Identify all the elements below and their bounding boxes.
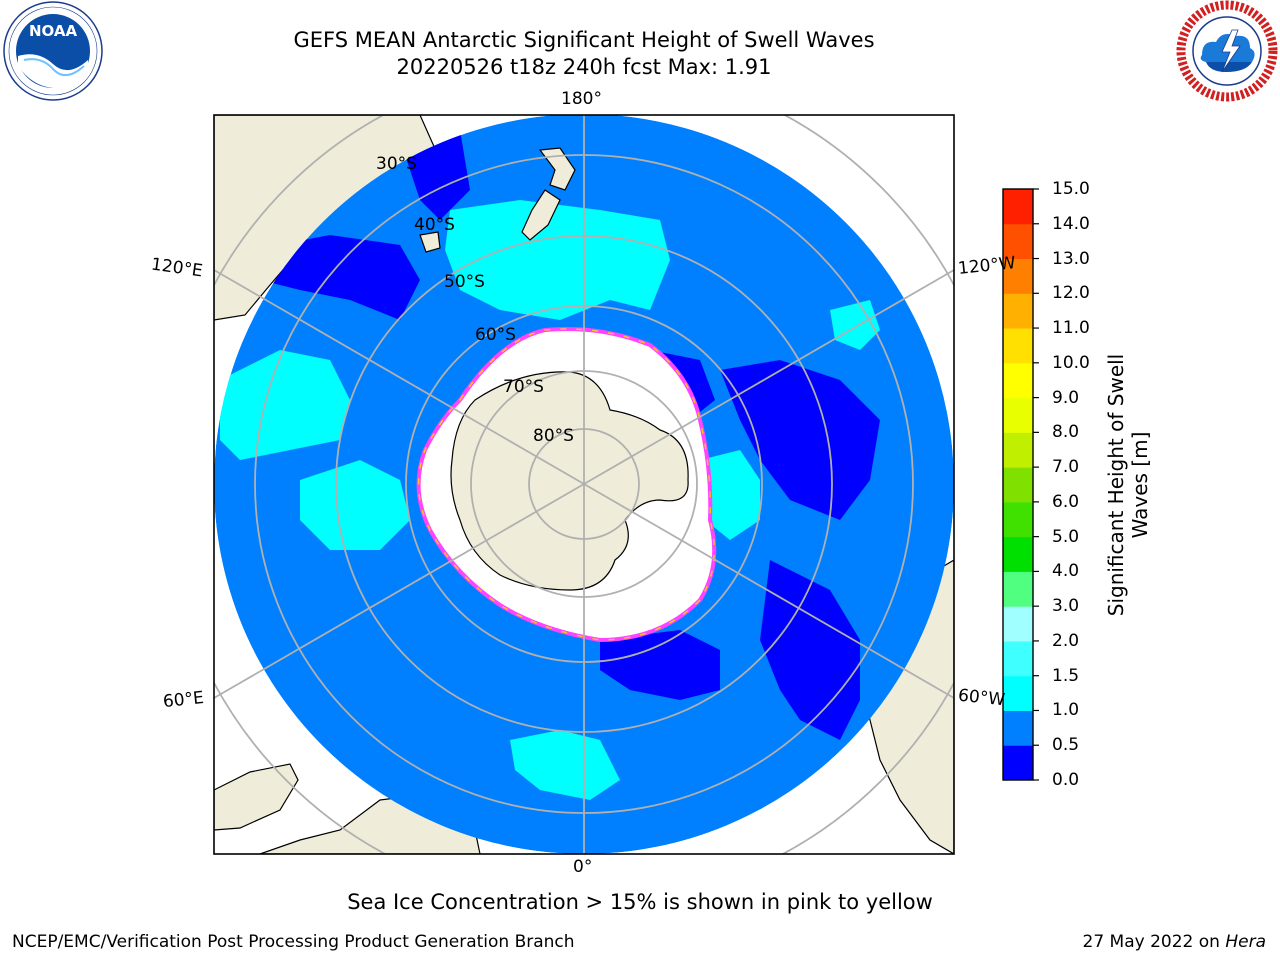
colorbar-tick-label: 14.0	[1052, 213, 1090, 234]
map-frame	[213, 114, 955, 855]
colorbar-frame	[1002, 188, 1034, 781]
colorbar-block	[1003, 223, 1033, 260]
national-weather-service-logo	[1176, 0, 1278, 102]
colorbar-block	[1003, 606, 1033, 642]
graticule	[214, 115, 954, 854]
noaa-logo-text: NOAA	[29, 22, 78, 40]
latitude-labels: 30°S 40°S 50°S 60°S 70°S 80°S	[376, 154, 574, 446]
colorbar-tick-label: 12.0	[1052, 283, 1090, 304]
chart-subtitle: 20220526 t18z 240h fcst Max: 1.91	[396, 55, 772, 79]
colorbar-block	[1003, 710, 1033, 746]
colorbar-block	[1003, 432, 1033, 468]
colorbar-block	[1003, 293, 1033, 329]
colorbar-tick-label: 4.0	[1052, 561, 1080, 582]
islands	[419, 147, 576, 253]
colorbar-tick-label: 3.0	[1052, 596, 1080, 617]
colorbar-tick-label: 9.0	[1052, 387, 1080, 408]
colorbar-block	[1003, 189, 1033, 225]
colorbar	[1003, 189, 1033, 781]
colorbar-tick-label: 10.0	[1052, 352, 1090, 373]
chart-title: GEFS MEAN Antarctic Significant Height o…	[293, 28, 875, 52]
footer-date-text: 27 May 2022 on	[1082, 932, 1220, 952]
colorbar-tick-label: 6.0	[1052, 491, 1080, 512]
colorbar-title-line1: Significant Height of Swell	[1104, 353, 1128, 617]
colorbar-block	[1003, 467, 1033, 503]
lat-label-70s: 70°S	[503, 377, 544, 397]
colorbar-block	[1003, 362, 1033, 399]
footer-host: Hera	[1225, 932, 1266, 952]
colorbar-block	[1003, 675, 1033, 711]
colorbar-block	[1003, 745, 1033, 781]
noaa-logo: NOAA	[3, 1, 103, 101]
colorbar-block	[1003, 328, 1033, 364]
colorbar-tick-label: 5.0	[1052, 526, 1080, 547]
colorbar-tick-label: 1.0	[1052, 700, 1080, 721]
new-zealand-north-island	[538, 147, 576, 191]
colorbar-title-line2: Waves [m]	[1128, 431, 1152, 539]
lat-label-40s: 40°S	[414, 215, 455, 235]
new-zealand-south-island	[521, 189, 561, 241]
colorbar-tick-label: 11.0	[1052, 318, 1090, 339]
colorbar-block	[1003, 397, 1033, 433]
sea-ice-caption: Sea Ice Concentration > 15% is shown in …	[347, 890, 933, 914]
colorbar-tick-label: 1.5	[1052, 665, 1080, 686]
colorbar-block	[1003, 501, 1033, 538]
colorbar-tick-label: 13.0	[1052, 248, 1090, 269]
lon-label-180: 180°	[561, 89, 602, 109]
colorbar-tick-label: 7.0	[1052, 457, 1080, 478]
tasmania-land	[419, 231, 441, 253]
colorbar-block	[1003, 536, 1033, 572]
colorbar-tick-label: 0.0	[1052, 770, 1080, 790]
colorbar-block	[1003, 258, 1033, 294]
lat-label-80s: 80°S	[533, 426, 574, 446]
colorbar-block	[1003, 571, 1033, 607]
lat-label-50s: 50°S	[444, 272, 485, 292]
footer-credit: NCEP/EMC/Verification Post Processing Pr…	[12, 932, 575, 952]
footer-date: 27 May 2022 on Hera	[1083, 932, 1267, 952]
colorbar-block	[1003, 640, 1033, 677]
lon-label-0: 0°	[573, 857, 593, 877]
lon-label-60e: 60°E	[162, 687, 205, 713]
colorbar-tick-label: 15.0	[1052, 179, 1090, 199]
colorbar-tick-label: 8.0	[1052, 422, 1080, 443]
madagascar-land	[214, 763, 299, 831]
colorbar-tick-label: 2.0	[1052, 630, 1080, 651]
lat-label-30s: 30°S	[376, 154, 417, 174]
lat-label-60s: 60°S	[475, 325, 516, 345]
mid-swell-areas	[220, 200, 880, 800]
colorbar-tick-label: 0.5	[1052, 735, 1080, 756]
